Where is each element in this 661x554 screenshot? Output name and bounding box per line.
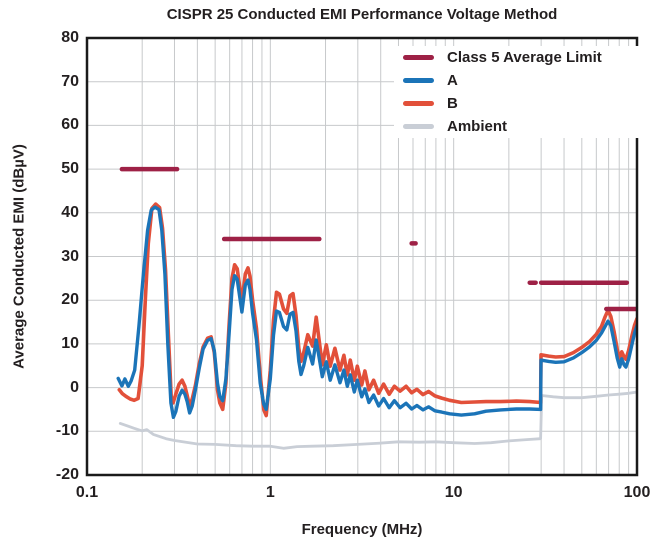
legend-swatch	[403, 124, 434, 129]
legend-swatch	[403, 55, 434, 60]
series-ambient-line	[118, 390, 638, 450]
legend: Class 5 Average Limit A B Ambient	[394, 46, 639, 138]
legend-item: Ambient	[394, 115, 639, 138]
legend-item: B	[394, 92, 639, 115]
legend-swatch	[403, 78, 434, 83]
y-tick-label: 20	[61, 291, 79, 309]
series-layer	[116, 166, 638, 450]
legend-item: Class 5 Average Limit	[394, 46, 639, 69]
x-tick-label: 10	[444, 484, 463, 501]
y-axis-title: Average Conducted EMI (dBµV)	[10, 144, 28, 369]
y-tick-label: -20	[55, 466, 79, 483]
y-tick-label: 30	[61, 247, 79, 265]
y-tick-label: 10	[61, 334, 79, 352]
y-tick-label: 70	[61, 72, 79, 90]
y-tick-label: 0	[70, 378, 79, 396]
series-b-line	[117, 202, 638, 418]
x-axis-title: Frequency (MHz)	[301, 521, 423, 538]
legend-label: Ambient	[447, 118, 507, 135]
y-tick-label: 40	[61, 203, 79, 221]
legend-label: B	[447, 95, 458, 112]
y-tick-label: 60	[61, 116, 79, 134]
x-tick-label: 0.1	[75, 484, 99, 501]
y-tick-label: -10	[55, 422, 79, 440]
y-tick-label: 50	[61, 160, 79, 178]
chart-title: CISPR 25 Conducted EMI Performance Volta…	[166, 6, 558, 23]
series-a-line	[116, 205, 638, 419]
x-tick-label: 1	[265, 484, 275, 501]
legend-label: A	[447, 72, 458, 89]
y-tick-label: 80	[61, 29, 79, 46]
legend-swatch	[403, 101, 434, 106]
legend-item: A	[394, 69, 639, 92]
plot-frame	[85, 36, 639, 477]
x-tick-label: 100	[623, 484, 651, 501]
legend-label: Class 5 Average Limit	[447, 49, 602, 66]
